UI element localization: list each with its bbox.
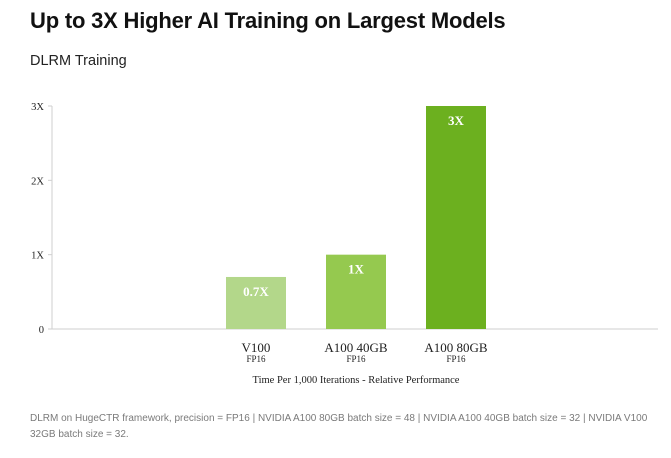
x-tick-label: A100 40GB bbox=[324, 340, 388, 355]
x-tick-label: V100 bbox=[242, 340, 271, 355]
bar-value-label: 1X bbox=[348, 262, 365, 277]
x-tick-sublabel: FP16 bbox=[446, 354, 466, 364]
chart-title: Up to 3X Higher AI Training on Largest M… bbox=[30, 8, 506, 33]
y-axis-ticks: 0 1X 2X 3X bbox=[31, 102, 52, 336]
y-tick-label: 3X bbox=[31, 102, 44, 113]
bar bbox=[426, 106, 486, 329]
y-tick-label: 1X bbox=[31, 251, 44, 262]
y-tick-label: 0 bbox=[39, 325, 44, 336]
x-axis-title: Time Per 1,000 Iterations - Relative Per… bbox=[253, 375, 460, 386]
x-tick-label: A100 80GB bbox=[424, 340, 488, 355]
x-tick-sublabel: FP16 bbox=[346, 354, 366, 364]
bar bbox=[226, 276, 286, 329]
chart-subtitle: DLRM Training bbox=[30, 53, 127, 69]
y-tick-label: 2X bbox=[31, 176, 44, 187]
bar-value-label: 0.7X bbox=[243, 284, 269, 299]
bar-value-label: 3X bbox=[448, 113, 465, 128]
footnote: DLRM on HugeCTR framework, precision = F… bbox=[30, 413, 648, 440]
bar bbox=[326, 254, 386, 329]
x-tick-sublabel: FP16 bbox=[246, 354, 266, 364]
bar-series: 0.7X 1X 3X bbox=[226, 106, 486, 329]
